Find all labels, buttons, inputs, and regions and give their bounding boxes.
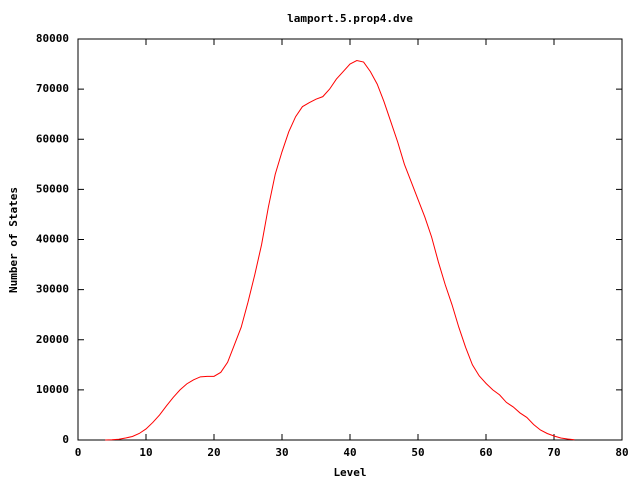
data-line bbox=[105, 60, 575, 441]
y-tick-label: 40000 bbox=[36, 233, 69, 246]
y-tick-label: 80000 bbox=[36, 32, 69, 45]
y-tick-label: 70000 bbox=[36, 82, 69, 95]
x-tick-label: 80 bbox=[615, 446, 628, 459]
x-tick-label: 70 bbox=[547, 446, 560, 459]
x-tick-label: 10 bbox=[139, 446, 152, 459]
y-tick-label: 0 bbox=[62, 433, 69, 446]
x-tick-label: 50 bbox=[411, 446, 424, 459]
x-tick-label: 20 bbox=[207, 446, 220, 459]
y-tick-label: 20000 bbox=[36, 333, 69, 346]
chart-title: lamport.5.prop4.dve bbox=[287, 12, 413, 25]
x-tick-label: 60 bbox=[479, 446, 492, 459]
x-tick-label: 30 bbox=[275, 446, 288, 459]
x-tick-label: 40 bbox=[343, 446, 356, 459]
y-axis-label: Number of States bbox=[7, 187, 20, 293]
y-tick-label: 50000 bbox=[36, 182, 69, 195]
x-axis-label: Level bbox=[333, 466, 366, 479]
y-tick-label: 30000 bbox=[36, 283, 69, 296]
x-tick-label: 0 bbox=[75, 446, 82, 459]
y-tick-label: 10000 bbox=[36, 383, 69, 396]
y-tick-label: 60000 bbox=[36, 132, 69, 145]
